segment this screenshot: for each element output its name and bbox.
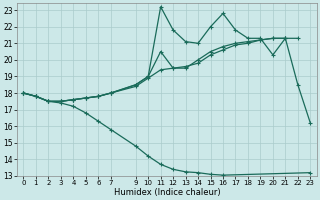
X-axis label: Humidex (Indice chaleur): Humidex (Indice chaleur) (114, 188, 220, 197)
